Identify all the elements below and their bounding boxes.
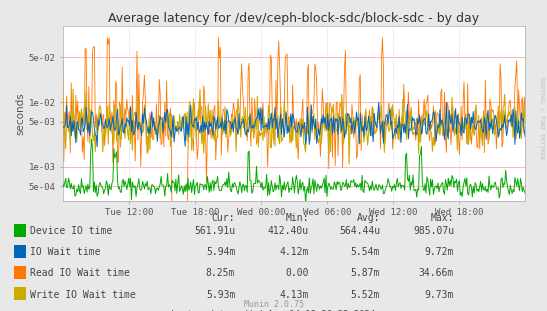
- Text: 8.25m: 8.25m: [206, 268, 235, 278]
- Y-axis label: seconds: seconds: [16, 92, 26, 135]
- Text: Last update:  Wed Aug 14 19:20:23 2024: Last update: Wed Aug 14 19:20:23 2024: [171, 310, 376, 311]
- Text: Read IO Wait time: Read IO Wait time: [30, 268, 130, 278]
- Text: 412.40u: 412.40u: [268, 226, 309, 236]
- Text: 985.07u: 985.07u: [413, 226, 454, 236]
- Text: 5.54m: 5.54m: [351, 247, 380, 257]
- Text: RRDTOOL / TOBI OETIKER: RRDTOOL / TOBI OETIKER: [539, 77, 544, 160]
- Text: 9.73m: 9.73m: [424, 290, 454, 299]
- Text: Cur:: Cur:: [212, 213, 235, 223]
- Text: 0.00: 0.00: [286, 268, 309, 278]
- Text: Avg:: Avg:: [357, 213, 380, 223]
- Text: 4.12m: 4.12m: [280, 247, 309, 257]
- Text: 9.72m: 9.72m: [424, 247, 454, 257]
- Text: 564.44u: 564.44u: [339, 226, 380, 236]
- Text: Munin 2.0.75: Munin 2.0.75: [243, 300, 304, 309]
- Text: Write IO Wait time: Write IO Wait time: [30, 290, 136, 299]
- Text: Max:: Max:: [430, 213, 454, 223]
- Text: IO Wait time: IO Wait time: [30, 247, 101, 257]
- Text: Device IO time: Device IO time: [30, 226, 112, 236]
- Text: 5.94m: 5.94m: [206, 247, 235, 257]
- Text: 4.13m: 4.13m: [280, 290, 309, 299]
- Text: 5.87m: 5.87m: [351, 268, 380, 278]
- Text: 561.91u: 561.91u: [194, 226, 235, 236]
- Title: Average latency for /dev/ceph-block-sdc/block-sdc - by day: Average latency for /dev/ceph-block-sdc/…: [108, 12, 480, 25]
- Text: 5.93m: 5.93m: [206, 290, 235, 299]
- Text: Min:: Min:: [286, 213, 309, 223]
- Text: 5.52m: 5.52m: [351, 290, 380, 299]
- Text: 34.66m: 34.66m: [419, 268, 454, 278]
